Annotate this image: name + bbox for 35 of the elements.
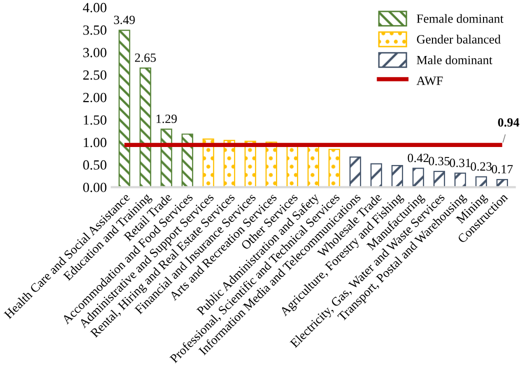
y-tick-label: 0.50 <box>83 160 106 170</box>
y-tick-label: 3.00 <box>83 48 106 58</box>
y-tick-label: 1.50 <box>84 115 106 125</box>
bar <box>370 163 382 188</box>
bar <box>182 134 194 188</box>
bar <box>454 172 466 188</box>
bar <box>433 170 446 188</box>
bar <box>140 67 152 188</box>
y-tick-label: 1.00 <box>84 138 106 148</box>
data-label: 3.49 <box>114 16 135 24</box>
data-label: 0.23 <box>470 162 492 171</box>
data-label: 0.42 <box>408 154 428 162</box>
y-tick-label: 3.50 <box>83 25 106 35</box>
legend-label: AWF <box>416 76 443 86</box>
bar <box>328 148 340 188</box>
bar <box>308 145 320 188</box>
bar <box>391 165 404 188</box>
y-tick-label: 0.00 <box>83 182 106 192</box>
y-tick-label: 4.00 <box>82 2 106 12</box>
data-label: 0.94 <box>498 118 520 127</box>
bar <box>160 128 172 188</box>
data-label: 1.29 <box>156 114 177 124</box>
y-tick-label: 2.50 <box>83 70 106 80</box>
data-label: 0.31 <box>450 158 470 168</box>
bar <box>118 30 130 188</box>
legend-label: Gender balanced <box>416 34 501 44</box>
legend-label: Male dominant <box>416 55 492 64</box>
bar <box>412 168 424 188</box>
y-tick-label: 2.00 <box>83 92 106 102</box>
bar <box>349 156 362 188</box>
data-label: 0.35 <box>428 156 450 166</box>
data-label: 0.17 <box>492 164 513 174</box>
data-label: 2.65 <box>134 53 156 62</box>
legend-label: Female dominant <box>416 14 504 23</box>
bar <box>286 145 298 188</box>
